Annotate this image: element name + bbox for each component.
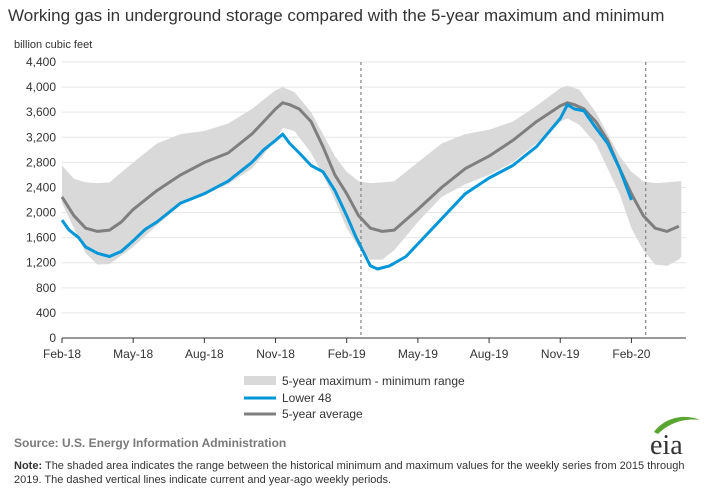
y-tick-label: 4,400 [26,55,56,69]
gridlines [62,61,686,314]
chart-svg: 0 400 800 1,200 1,600 2,000 2,400 2,800 3,200 3,6… [26,55,686,421]
x-tick-label: Feb-19 [328,347,366,361]
footnote: Note: The shaded area indicates the rang… [14,459,704,487]
note-label: Note: [14,460,43,472]
y-tick-label: 1,200 [26,256,56,270]
y-unit-label: billion cubic feet [14,39,93,51]
x-tick-label: Nov-19 [541,347,580,361]
legend-label-range: 5-year maximum - minimum range [282,374,465,388]
vertical-marker-lines [360,62,647,338]
y-tick-label: 3,200 [26,130,56,144]
y-tick-label: 2,000 [26,206,56,220]
series-line-lower-48 [60,103,633,271]
y-tick-label: 400 [36,306,56,320]
x-tick-label: Feb-20 [612,347,650,361]
legend-label-5-year-average: 5-year average [282,407,363,421]
eia-logo: eia [650,416,700,460]
series-line-5-year-average [60,101,680,233]
y-tick-label: 800 [36,281,56,295]
note-text: The shaded area indicates the range betw… [14,460,685,486]
x-tick-label: May-19 [398,347,438,361]
x-tick-label: Aug-19 [470,347,509,361]
y-tick-label: 4,000 [26,80,56,94]
y-tick-label: 3,600 [26,105,56,119]
axes [61,337,686,343]
x-tick-label: Aug-18 [185,347,224,361]
x-tick-label: Feb-18 [43,347,81,361]
y-tick-label: 0 [49,331,56,345]
y-tick-labels: 0 400 800 1,200 1,600 2,000 2,400 2,800 3,200 3,6… [26,55,56,345]
eia-logo-text: eia [650,430,683,460]
y-tick-label: 2,400 [26,180,56,194]
x-tick-label: May-18 [113,347,153,361]
chart-title: Working gas in underground storage compa… [8,6,665,25]
y-tick-label: 1,600 [26,231,56,245]
source-text: Source: U.S. Energy Information Administ… [14,436,287,450]
legend-swatch-range [244,376,276,385]
legend: 5-year maximum - minimum range Lower 48 … [244,374,465,421]
x-tick-label: Nov-18 [256,347,295,361]
y-tick-label: 2,800 [26,155,56,169]
x-tick-labels: Feb-18 May-18 Aug-18 Nov-18 Feb-19 May-19 Aug-… [43,347,651,361]
legend-label-lower-48: Lower 48 [282,391,332,405]
